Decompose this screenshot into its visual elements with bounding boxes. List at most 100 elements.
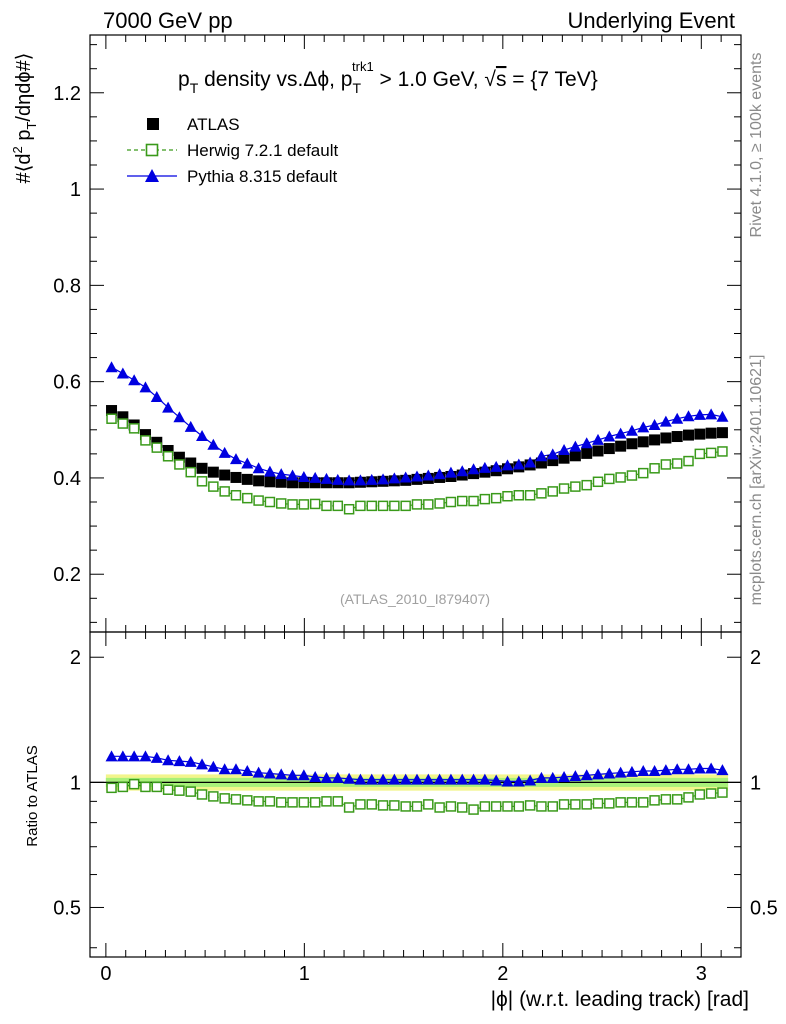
pythia-ratio-point <box>139 750 152 762</box>
herwig-ratio-point <box>705 788 717 799</box>
pythia-point <box>535 450 548 462</box>
herwig-point <box>434 498 445 509</box>
herwig-point <box>671 458 683 469</box>
atlas-point <box>196 462 208 474</box>
pythia-point <box>365 473 378 485</box>
pythia-point <box>478 461 491 473</box>
herwig-point <box>660 459 672 470</box>
herwig-ratio-point <box>140 781 151 793</box>
pythia-point <box>682 410 695 422</box>
pythia-point <box>524 456 537 468</box>
x-axis-label: |ϕ| (w.r.t. leading track) [rad] <box>491 988 749 1011</box>
herwig-ratio-point <box>106 782 117 794</box>
pythia-point <box>648 418 661 430</box>
atlas-point <box>558 452 570 464</box>
herwig-point <box>490 492 502 504</box>
herwig-point <box>479 493 491 505</box>
herwig-point <box>264 496 276 508</box>
pythia-point <box>218 446 231 458</box>
pythia-point <box>591 433 604 445</box>
header-left: 7000 GeV pp <box>103 8 233 33</box>
herwig-point <box>547 486 558 497</box>
herwig-point <box>185 466 196 478</box>
herwig-point <box>298 499 310 510</box>
herwig-point <box>626 470 638 481</box>
atlas-point <box>592 445 604 457</box>
herwig-point <box>592 476 604 488</box>
herwig-point <box>536 488 547 499</box>
herwig-point <box>717 446 728 457</box>
atlas-point <box>671 431 683 443</box>
ratio-frame <box>89 631 742 958</box>
pythia-ratio-point <box>399 773 412 785</box>
x-tick-label: 2 <box>497 963 508 985</box>
pythia-ratio-point <box>467 773 480 785</box>
herwig-ratio-point <box>208 791 219 802</box>
pythia-ratio-point <box>309 771 322 783</box>
ratio-y-tick-label-right: 2 <box>750 647 761 669</box>
atlas-point <box>139 429 151 441</box>
herwig-ratio-point <box>592 798 604 809</box>
herwig-point <box>230 490 242 501</box>
herwig-point <box>524 490 536 501</box>
pythia-point <box>433 468 446 480</box>
main-y-tick-label: 0.4 <box>53 468 81 490</box>
pythia-ratio-point <box>501 775 514 787</box>
pythia-point <box>580 437 593 449</box>
pythia-ratio-point <box>682 763 695 775</box>
herwig-ratio-point <box>275 797 287 808</box>
pythia-point <box>309 471 322 483</box>
pythia-point <box>173 411 186 423</box>
x-tick-label: 3 <box>696 963 707 985</box>
herwig-ratio-point <box>490 801 502 812</box>
pythia-point <box>162 401 175 413</box>
herwig-point <box>604 473 615 485</box>
herwig-point <box>456 495 468 507</box>
pythia-point <box>320 472 333 484</box>
herwig-point <box>174 459 185 470</box>
pythia-point <box>693 408 706 420</box>
herwig-ratio-point <box>389 800 400 811</box>
pythia-point <box>716 410 729 422</box>
herwig-ratio-point <box>287 797 298 808</box>
pythia-ratio-point <box>490 774 503 786</box>
pythia-point <box>569 440 582 452</box>
herwig-ratio-point <box>581 799 592 810</box>
herwig-point <box>423 499 434 510</box>
herwig-point <box>208 481 219 492</box>
pythia-ratio-point <box>252 766 265 778</box>
atlas-point <box>241 473 253 485</box>
main-y-tick-label: 0.8 <box>53 275 81 297</box>
pythia-point <box>150 391 163 403</box>
header-right: Underlying Event <box>567 8 735 33</box>
legend-pythia-marker <box>145 169 159 182</box>
herwig-ratio-point <box>264 796 276 807</box>
pythia-ratio-point <box>648 764 661 776</box>
pythia-ratio-point <box>286 769 299 781</box>
ratio-y-tick-label-right: 1 <box>750 772 761 794</box>
ratio-y-axis-label: Ratio to ATLAS <box>24 745 41 846</box>
herwig-point <box>355 500 366 512</box>
pythia-ratio-point <box>116 750 129 762</box>
pythia-point <box>275 468 288 480</box>
pythia-ratio-point <box>229 763 242 775</box>
pythia-ratio-point <box>524 774 537 786</box>
herwig-ratio-point <box>468 804 479 815</box>
herwig-ratio-point <box>558 799 570 810</box>
pythia-point <box>490 460 503 472</box>
herwig-ratio-point <box>309 797 321 808</box>
pythia-ratio-point <box>105 750 118 762</box>
pythia-point <box>501 459 514 471</box>
main-y-tick-labels: 0.2 0.4 0.6 0.8 1 1.2 <box>53 83 81 586</box>
pythia-ratio-point <box>354 773 367 785</box>
herwig-point <box>502 490 513 502</box>
atlas-point <box>275 476 287 488</box>
pythia-ratio-point <box>331 771 344 783</box>
ratio-y-tick-label-left: 2 <box>70 647 81 669</box>
pythia-ratio-point <box>297 769 310 781</box>
pythia-point <box>422 469 435 481</box>
x-tick-labels: 0 1 2 3 <box>100 963 707 985</box>
herwig-ratio-point <box>298 797 310 808</box>
rivet-label: Rivet 4.1.0, ≥ 100k events <box>748 53 765 238</box>
atlas-point <box>264 476 276 488</box>
